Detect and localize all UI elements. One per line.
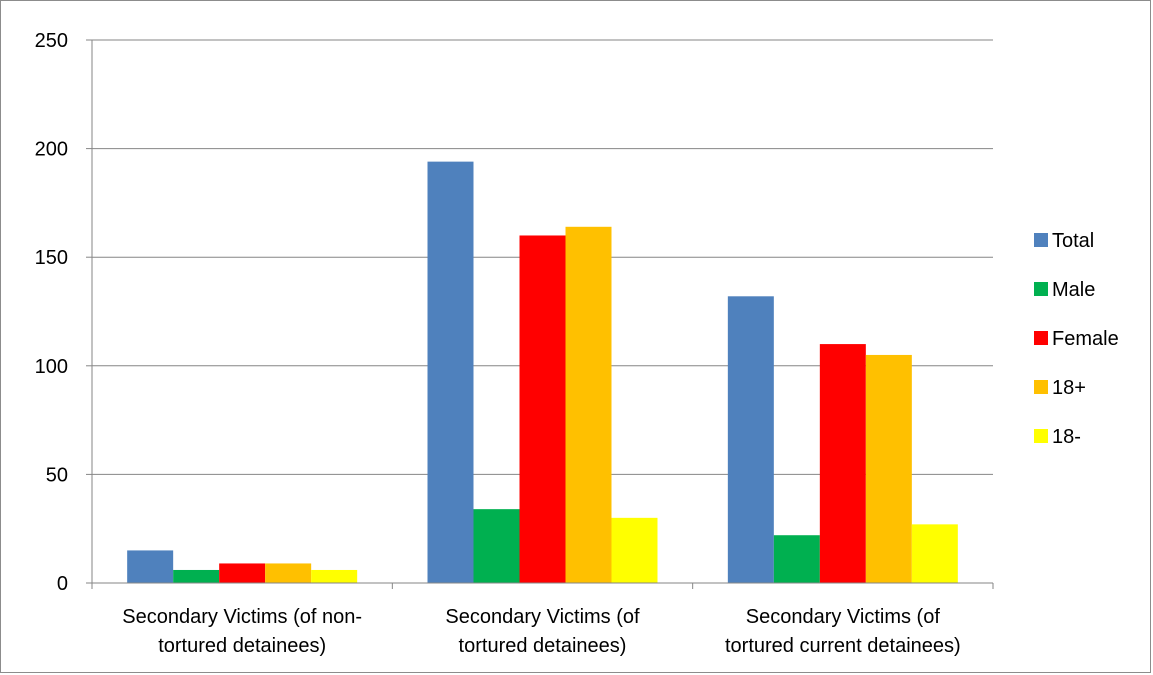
- axes: [86, 39, 994, 589]
- bar-18--2: [611, 517, 658, 583]
- y-tick-label: 250: [35, 30, 68, 52]
- bar-18--1: [265, 563, 312, 583]
- bars: [127, 161, 958, 584]
- bar-total-1: [127, 550, 174, 583]
- bar-18--3: [911, 524, 958, 583]
- legend-label: Male: [1052, 279, 1095, 301]
- y-axis-tick-labels: 0 50 100 150 200 250: [35, 30, 68, 595]
- legend-label: 18+: [1052, 377, 1086, 399]
- bar-male-2: [473, 509, 520, 583]
- bar-18--1: [311, 569, 358, 583]
- legend-label: Total: [1052, 230, 1094, 252]
- legend-label: Female: [1052, 328, 1119, 350]
- y-tick-label: 50: [46, 464, 68, 486]
- y-tick-label: 150: [35, 247, 68, 269]
- y-tick-label: 100: [35, 356, 68, 378]
- bar-total-2: [427, 161, 474, 583]
- legend-swatch: [1034, 331, 1048, 345]
- bar-total-3: [727, 296, 774, 583]
- x-category-label: tortured current detainees): [725, 635, 961, 657]
- x-category-label: tortured detainees): [459, 635, 627, 657]
- legend-swatch: [1034, 380, 1048, 394]
- x-category-label: Secondary Victims (of: [445, 606, 640, 628]
- bar-female-1: [219, 563, 266, 583]
- legend-swatch: [1034, 233, 1048, 247]
- y-tick-label: 200: [35, 139, 68, 161]
- bar-18--2: [565, 226, 612, 584]
- x-category-label: tortured detainees): [158, 635, 326, 657]
- bar-female-2: [519, 235, 566, 584]
- bar-18--3: [865, 354, 912, 583]
- x-category-label: Secondary Victims (of non-: [122, 606, 362, 628]
- legend-swatch: [1034, 282, 1048, 296]
- legend-swatch: [1034, 429, 1048, 443]
- legend: Total Male Female 18+ 18-: [1034, 230, 1119, 448]
- y-tick-label: 0: [57, 573, 68, 595]
- x-category-label: Secondary Victims (of: [746, 606, 941, 628]
- bar-male-1: [173, 569, 220, 583]
- x-axis-category-labels: Secondary Victims (of non-tortured detai…: [122, 606, 960, 657]
- legend-label: 18-: [1052, 426, 1081, 448]
- bar-female-3: [819, 344, 866, 583]
- bar-male-3: [773, 535, 820, 583]
